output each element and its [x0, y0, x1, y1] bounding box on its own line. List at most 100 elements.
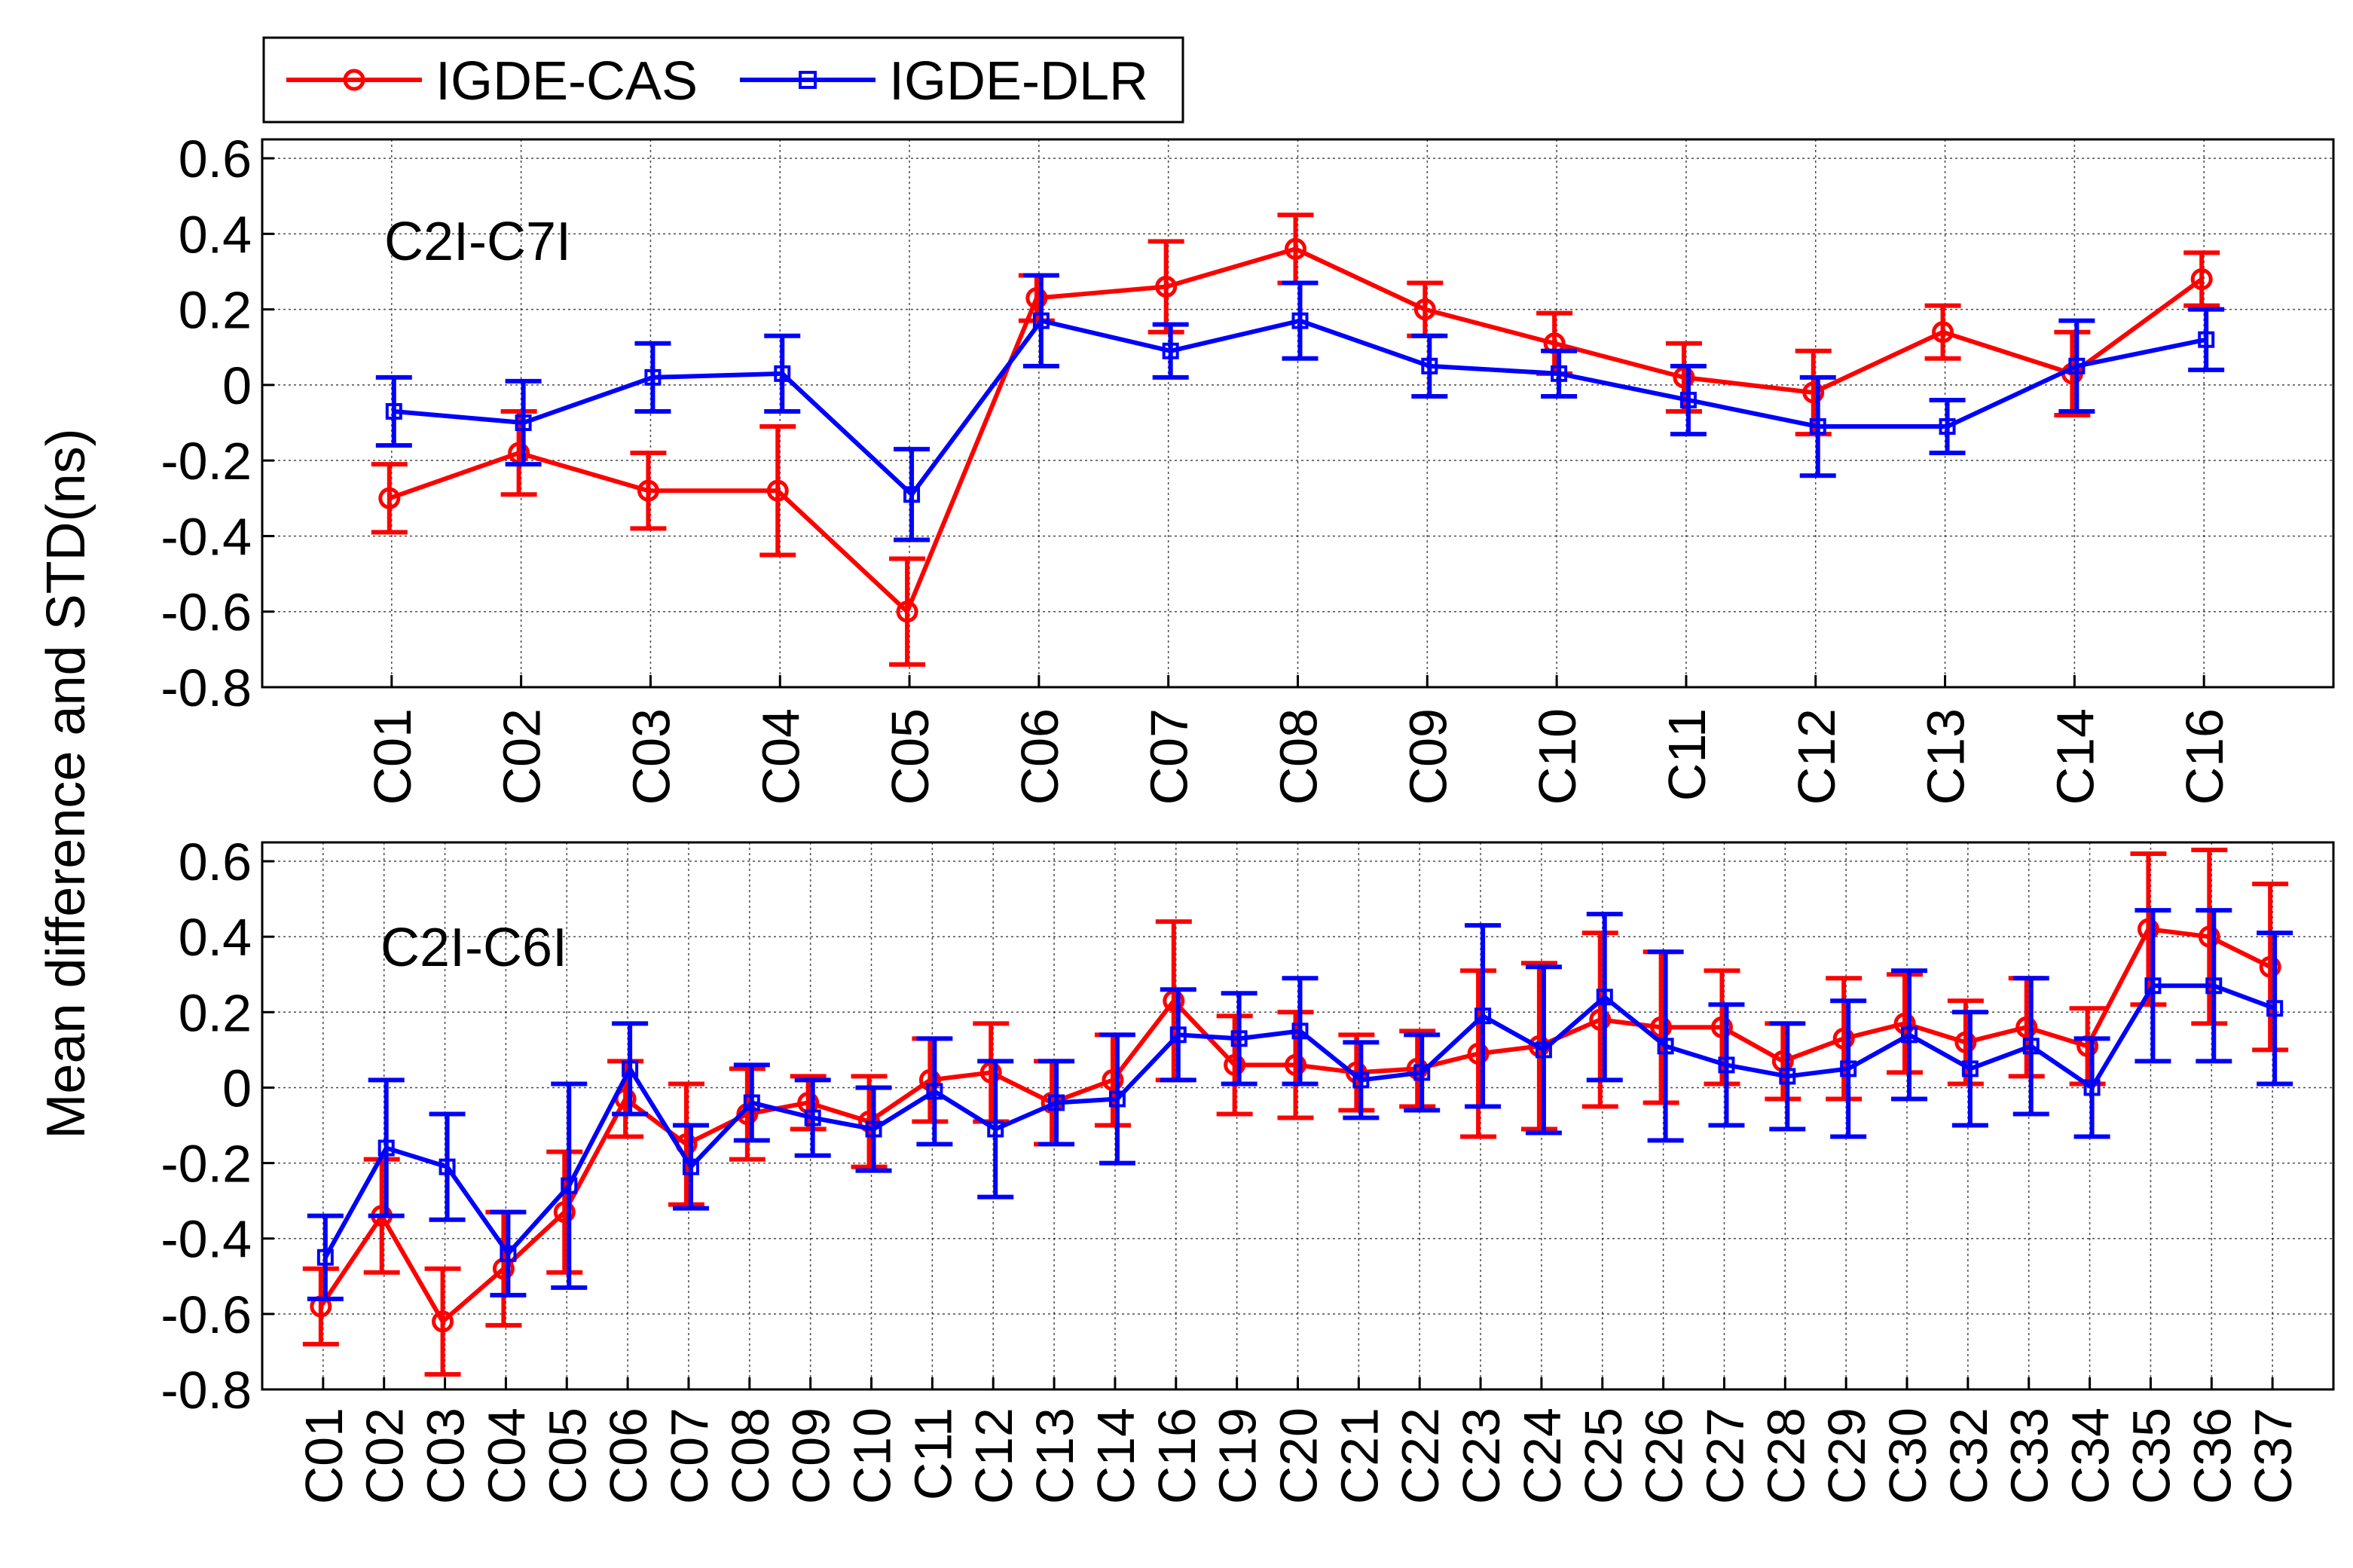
data-point: [1291, 312, 1309, 329]
x-tick-label: C14: [1086, 1408, 1145, 1504]
data-point: [1961, 1060, 1979, 1077]
data-point: [378, 487, 401, 509]
data-point: [1291, 1022, 1309, 1040]
y-axis-label: Mean difference and STD(ns): [36, 428, 96, 1139]
data-point: [1025, 287, 1048, 310]
data-point: [1224, 1053, 1246, 1076]
x-tick-label: C07: [660, 1408, 719, 1504]
y-tick-label: -0.8: [160, 659, 252, 717]
data-point: [500, 1245, 517, 1262]
data-point: [432, 1310, 454, 1333]
x-tick-label: C14: [2046, 708, 2104, 805]
data-point: [979, 1061, 1002, 1084]
data-point: [1710, 1016, 1733, 1038]
data-point: [1048, 1094, 1065, 1111]
x-tick-label: C10: [843, 1408, 902, 1504]
y-tick-label: -0.2: [160, 432, 252, 491]
x-tick-label: C12: [1787, 708, 1846, 805]
x-tick-label: C22: [1391, 1408, 1450, 1504]
data-point: [1657, 1038, 1674, 1055]
x-tick-label: C08: [721, 1408, 780, 1504]
x-tick-label: C37: [2244, 1408, 2303, 1504]
x-tick-label: C23: [1452, 1408, 1511, 1504]
data-point: [743, 1094, 760, 1111]
legend-label-igde-cas: IGDE-CAS: [435, 51, 698, 112]
data-point: [1163, 989, 1185, 1012]
data-point: [2083, 1079, 2101, 1096]
y-tick-label: 0.4: [179, 908, 252, 967]
x-tick-label: C07: [1140, 708, 1199, 805]
data-point: [1932, 321, 1954, 344]
x-tick-label: C09: [1398, 708, 1457, 805]
legend-label-igde-dlr: IGDE-DLR: [889, 51, 1148, 112]
y-tick-label: 0: [222, 1059, 252, 1117]
data-point: [896, 601, 918, 623]
data-point: [1413, 1064, 1431, 1081]
data-point: [439, 1158, 456, 1175]
data-point: [1162, 342, 1179, 359]
data-point: [561, 1177, 578, 1194]
data-point: [377, 1139, 395, 1157]
data-point: [1802, 381, 1825, 404]
data-point: [1832, 1027, 1855, 1050]
x-tick-label: C33: [2000, 1408, 2059, 1504]
data-point: [682, 1158, 699, 1175]
data-point: [2259, 955, 2281, 978]
x-tick-label: C28: [1756, 1408, 1815, 1504]
x-tick-label: C27: [1695, 1408, 1754, 1504]
y-tick-label: -0.4: [160, 1210, 252, 1269]
series-igde-cas: [371, 212, 2220, 667]
data-point: [2068, 357, 2086, 374]
x-tick-label: C30: [1878, 1408, 1937, 1504]
data-point: [1840, 1060, 1857, 1077]
data-point: [987, 1120, 1004, 1138]
y-tick-label: 0.6: [179, 833, 252, 891]
x-tick-label: C09: [782, 1408, 841, 1504]
data-point: [2022, 1038, 2040, 1055]
data-point: [918, 1068, 941, 1091]
x-tick-label: C10: [1528, 708, 1587, 805]
data-point: [1673, 366, 1695, 389]
x-tick-label: C36: [2183, 1408, 2241, 1504]
data-point: [1939, 418, 1956, 436]
data-point: [1718, 1056, 1735, 1074]
data-point: [2205, 977, 2223, 995]
data-point: [1596, 989, 1613, 1006]
x-tick-label: C05: [881, 708, 940, 805]
data-point: [1679, 391, 1697, 408]
data-point: [1169, 1026, 1187, 1044]
data-point: [865, 1120, 882, 1138]
chart-panel-1: 0.6 0.4 0.2 0 -0.2 -0.4 -0.6 -0.8 C01 C02 C03 C04 C0…: [160, 130, 2335, 805]
data-point: [1102, 1068, 1124, 1091]
x-tick-label: C16: [2175, 708, 2234, 805]
data-point: [1413, 298, 1436, 321]
legend-marker-igde-dlr: [799, 71, 817, 89]
series-igde-dlr: [375, 273, 2225, 543]
data-point: [2190, 268, 2213, 291]
data-point: [1893, 1012, 1916, 1035]
data-point: [1650, 1016, 1673, 1038]
x-tick-label: C24: [1513, 1408, 1572, 1504]
data-point: [515, 414, 532, 432]
data-point: [316, 1249, 334, 1266]
x-tick-label: C34: [2061, 1408, 2120, 1504]
x-tick-label: C11: [903, 1408, 962, 1500]
x-tick-label: C02: [356, 1408, 414, 1504]
data-point: [385, 402, 402, 420]
x-tick-label: C06: [599, 1408, 658, 1504]
x-tick-label: C29: [1817, 1408, 1876, 1504]
data-point: [2198, 925, 2220, 948]
data-point: [1032, 312, 1050, 329]
panel-annotation: C2I-C7I: [384, 212, 571, 272]
x-tick-label: C35: [2122, 1408, 2180, 1504]
x-tick-label: C32: [1939, 1408, 1998, 1504]
y-tick-label: -0.6: [160, 583, 252, 642]
data-point: [766, 479, 789, 502]
data-point: [1901, 1026, 1918, 1044]
x-tick-label: C25: [1574, 1408, 1633, 1504]
legend: IGDE-CAS IGDE-DLR: [262, 36, 1184, 124]
x-tick-label: C12: [964, 1408, 1023, 1504]
data-point: [1285, 1053, 1306, 1076]
